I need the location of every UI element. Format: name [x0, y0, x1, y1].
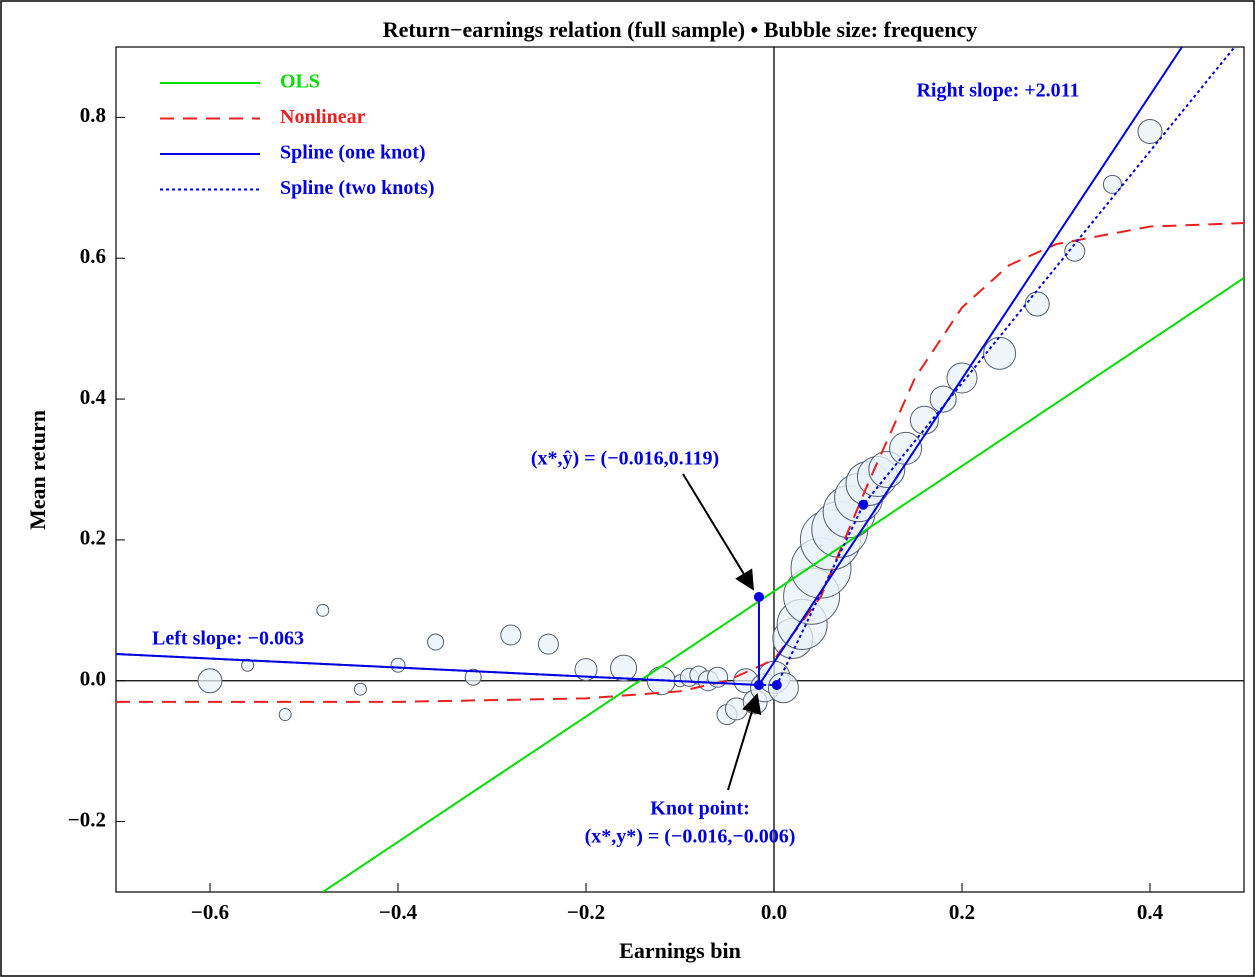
y-tick-label: 0.8 [80, 103, 106, 127]
key-point [753, 679, 764, 690]
key-point [771, 679, 782, 690]
key-point [858, 499, 869, 510]
fit-line [116, 222, 1244, 703]
bubble [537, 633, 559, 655]
chart-title: Return−earnings relation (full sample) •… [383, 17, 977, 42]
bubble [390, 657, 406, 673]
bubble [427, 633, 445, 651]
bubble [316, 603, 330, 617]
bubble [1102, 174, 1122, 194]
plot-frame [115, 46, 1245, 893]
y-tick-label: −0.2 [68, 807, 106, 831]
bubble [610, 654, 638, 682]
x-tick-label: 0.0 [761, 900, 787, 924]
legend-label: OLS [280, 71, 320, 93]
key-point [753, 591, 764, 602]
bubble [464, 668, 482, 686]
annotation: (x*,y*) = (−0.016,−0.006) [585, 826, 796, 848]
legend-label: Spline (two knots) [280, 177, 434, 199]
annotation-arrow [727, 693, 762, 791]
bubble [278, 708, 292, 722]
x-tick-label: 0.4 [1137, 900, 1164, 924]
plot-area [116, 47, 1244, 892]
annotation: Left slope: −0.063 [152, 628, 304, 650]
bubble [574, 657, 598, 681]
bubble [353, 682, 367, 696]
bubble [500, 624, 522, 646]
x-tick-label: −0.2 [567, 900, 605, 924]
annotation: Knot point: [650, 798, 749, 820]
x-axis-label: Earnings bin [619, 938, 741, 963]
y-tick-label: 0.0 [80, 667, 106, 691]
bubble [1137, 119, 1163, 144]
annotation: (x*,ŷ) = (−0.016,0.119) [531, 448, 719, 470]
bubble [1024, 291, 1050, 317]
y-tick-label: 0.2 [80, 526, 106, 550]
y-axis-label: Mean return [25, 410, 50, 530]
annotation-arrow [682, 473, 754, 591]
bubble [929, 385, 957, 413]
x-tick-label: −0.4 [379, 900, 418, 924]
x-tick-label: −0.6 [191, 900, 229, 924]
y-tick-label: 0.4 [80, 385, 107, 409]
bubble [241, 658, 255, 672]
bubble [1064, 240, 1086, 262]
bubble [983, 336, 1017, 370]
legend-label: Spline (one knot) [280, 142, 426, 164]
annotation: Right slope: +2.011 [916, 80, 1079, 102]
legend-label: Nonlinear [280, 106, 366, 128]
x-tick-label: 0.2 [949, 900, 975, 924]
bubble [197, 668, 223, 694]
y-tick-label: 0.6 [80, 244, 106, 268]
fit-line [322, 277, 1244, 892]
fit-line [116, 47, 1183, 687]
